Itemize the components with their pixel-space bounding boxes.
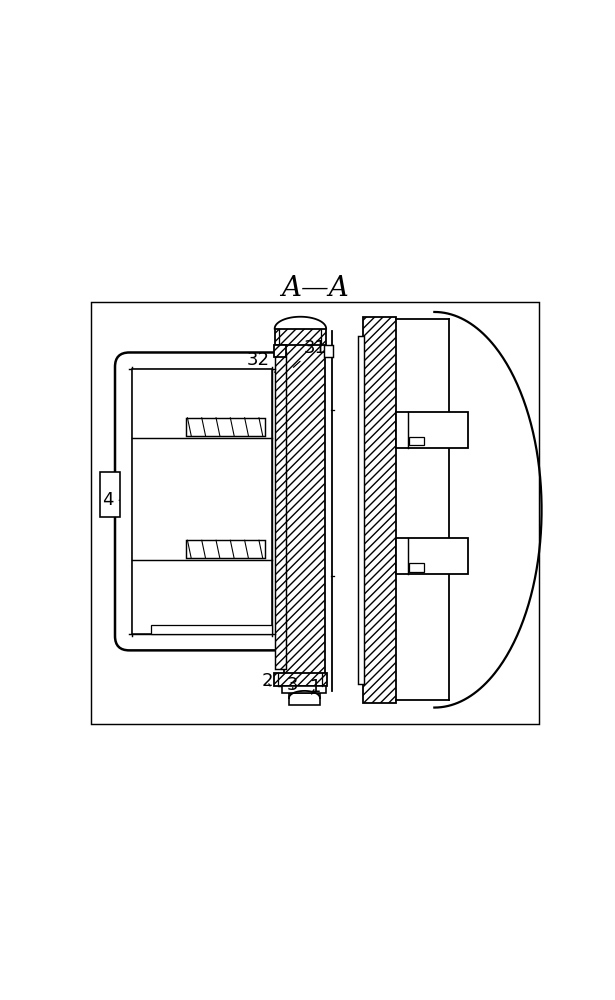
Bar [323, 345, 333, 357]
Bar [132, 369, 272, 634]
Bar [275, 329, 326, 345]
Bar [272, 367, 287, 636]
Bar [396, 538, 467, 574]
Bar [409, 437, 424, 445]
Text: 3: 3 [287, 676, 298, 694]
Bar [117, 367, 132, 636]
Text: 31: 31 [293, 339, 327, 367]
Bar [274, 345, 285, 357]
Bar [274, 673, 327, 686]
Text: 1: 1 [309, 678, 321, 696]
Bar [151, 625, 272, 634]
Bar [284, 333, 325, 689]
Bar [129, 354, 275, 369]
Bar [100, 472, 120, 517]
Bar [129, 634, 275, 648]
Bar [358, 336, 364, 684]
Bar [396, 412, 467, 448]
Bar [289, 693, 320, 705]
FancyBboxPatch shape [115, 352, 289, 650]
Bar [363, 317, 396, 703]
Bar [409, 563, 424, 572]
Bar [279, 338, 287, 345]
Bar [91, 302, 539, 724]
Bar [275, 352, 285, 669]
Text: A—A: A—A [281, 275, 349, 302]
Bar [279, 677, 287, 686]
Bar [282, 686, 326, 693]
Text: 32: 32 [247, 351, 275, 372]
Text: 2: 2 [262, 672, 273, 690]
Text: 4: 4 [102, 491, 119, 509]
Bar [186, 540, 265, 558]
Bar [186, 418, 265, 436]
